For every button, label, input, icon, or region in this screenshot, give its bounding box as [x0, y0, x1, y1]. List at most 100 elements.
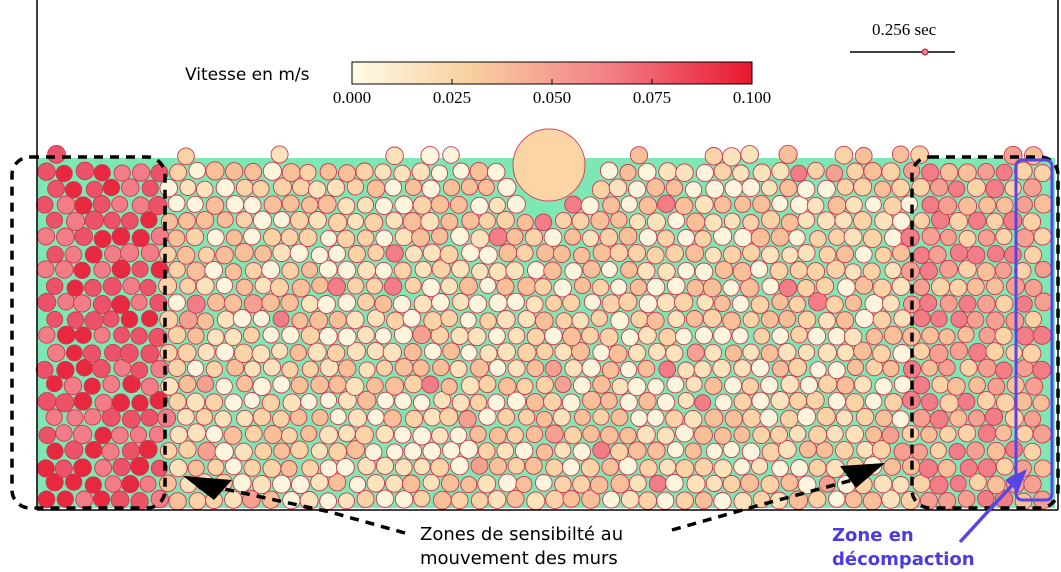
particle	[92, 490, 111, 508]
particle	[449, 195, 468, 214]
particle	[881, 426, 900, 445]
particle	[704, 246, 722, 264]
particle	[957, 326, 975, 344]
particle	[854, 245, 873, 264]
particle	[957, 424, 977, 443]
particle	[375, 229, 394, 248]
particle	[460, 476, 478, 494]
particle	[610, 311, 630, 331]
particle	[637, 261, 656, 281]
particle	[289, 210, 309, 230]
particle	[478, 375, 497, 394]
particle	[704, 213, 723, 232]
particle	[834, 145, 854, 165]
particle	[608, 178, 628, 198]
particle	[694, 394, 712, 412]
particle	[498, 377, 517, 396]
particle	[1023, 178, 1042, 198]
particle	[37, 292, 57, 312]
particle	[496, 310, 516, 330]
particle	[843, 227, 863, 247]
particle	[195, 180, 214, 199]
particle	[188, 161, 206, 180]
particle	[648, 342, 667, 361]
particle	[713, 459, 733, 479]
particle	[459, 276, 478, 296]
particle	[242, 326, 260, 344]
particle	[583, 293, 601, 311]
particle	[618, 226, 638, 246]
particle	[74, 196, 93, 215]
particle	[384, 178, 403, 197]
particle	[618, 456, 638, 476]
particle	[733, 359, 752, 378]
particle	[45, 211, 64, 229]
particle	[168, 492, 187, 511]
particle	[1015, 196, 1033, 214]
particle	[93, 230, 112, 248]
particle	[197, 441, 217, 461]
particle	[470, 229, 490, 249]
particle	[130, 361, 149, 379]
particle	[677, 261, 696, 280]
particle	[226, 358, 245, 377]
particle	[412, 426, 432, 446]
particle	[871, 440, 891, 460]
particle	[451, 293, 470, 311]
particle	[986, 277, 1004, 296]
particle	[234, 242, 254, 263]
particle	[977, 162, 995, 181]
particle	[658, 162, 678, 181]
particle	[374, 327, 392, 345]
particle	[977, 489, 995, 508]
particle	[206, 228, 225, 247]
particle	[845, 196, 863, 214]
particle	[450, 326, 469, 346]
particle	[366, 376, 384, 395]
particle	[608, 344, 628, 364]
particle	[610, 408, 629, 427]
particle	[197, 343, 216, 362]
particle	[55, 393, 75, 413]
particle	[451, 259, 470, 279]
particle	[345, 310, 365, 330]
particle	[534, 278, 552, 296]
particle	[977, 424, 997, 443]
particle	[968, 376, 986, 394]
particle	[780, 374, 800, 394]
particle	[196, 312, 215, 330]
particle	[994, 326, 1013, 345]
particle	[289, 243, 309, 263]
particle	[770, 391, 790, 411]
particle	[376, 391, 395, 410]
particle	[507, 326, 526, 345]
particle	[807, 326, 827, 346]
particle	[216, 310, 236, 329]
particle	[364, 213, 384, 232]
particle	[656, 426, 675, 445]
particle	[243, 196, 262, 215]
particle	[806, 196, 825, 215]
particle	[628, 474, 647, 493]
particle	[215, 342, 235, 362]
particle	[169, 163, 187, 182]
particle	[159, 343, 178, 362]
particle	[92, 295, 112, 314]
particle	[366, 342, 385, 361]
particle	[84, 476, 102, 494]
particle	[1013, 161, 1033, 181]
particle	[449, 426, 468, 445]
particle	[911, 408, 931, 428]
particle	[308, 211, 327, 230]
particle	[515, 475, 533, 493]
particle	[837, 278, 856, 297]
particle	[695, 163, 714, 183]
particle	[46, 245, 64, 264]
particle	[843, 327, 863, 347]
particle	[1015, 425, 1034, 443]
particle	[300, 294, 319, 313]
particle	[159, 178, 178, 198]
particle	[375, 456, 395, 475]
particle	[64, 181, 83, 199]
particle	[169, 425, 188, 445]
